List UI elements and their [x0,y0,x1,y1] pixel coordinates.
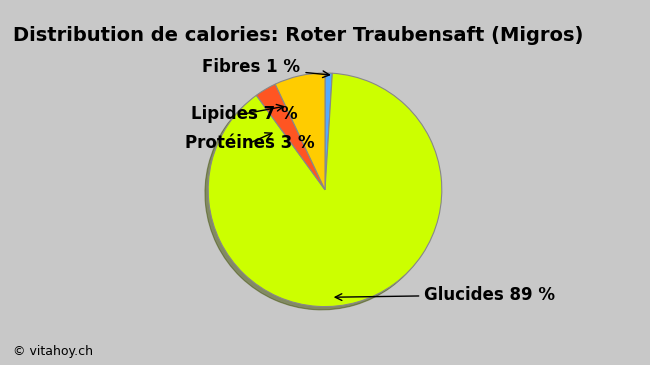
Text: Protéines 3 %: Protéines 3 % [185,133,315,152]
Wedge shape [325,73,332,190]
Wedge shape [256,84,325,190]
Text: © vitahoy.ch: © vitahoy.ch [13,345,93,358]
Text: Distribution de calories: Roter Traubensaft (Migros): Distribution de calories: Roter Traubens… [13,26,584,45]
Text: Fibres 1 %: Fibres 1 % [202,58,330,78]
Wedge shape [275,73,325,190]
Wedge shape [208,73,442,307]
Text: Glucides 89 %: Glucides 89 % [335,286,555,304]
Text: Lipides 7 %: Lipides 7 % [190,104,297,123]
